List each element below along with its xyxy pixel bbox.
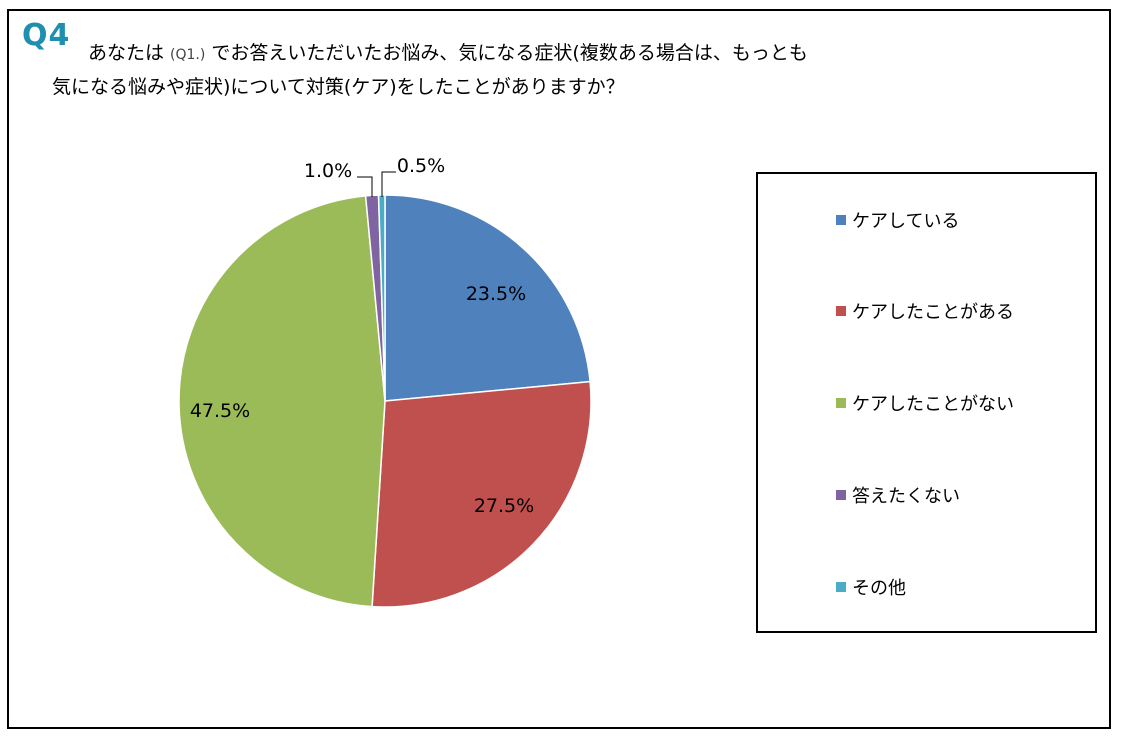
legend-item-caring: ケアしている xyxy=(836,207,959,233)
legend-label: ケアしたことがない xyxy=(852,394,1014,415)
chart-frame xyxy=(7,9,1111,729)
question-reference: (Q1.) xyxy=(170,47,206,63)
question-text-prefix: あなたは xyxy=(88,42,171,64)
legend-item-other: その他 xyxy=(836,574,906,600)
legend-swatch xyxy=(836,582,846,592)
legend-swatch xyxy=(836,490,846,500)
legend-swatch xyxy=(836,398,846,408)
legend-label: ケアしている xyxy=(852,211,960,232)
legend-label: 答えたくない xyxy=(852,486,960,507)
legend-label: その他 xyxy=(852,578,906,599)
data-label: 47.5% xyxy=(190,400,250,422)
pie-slice xyxy=(371,380,592,608)
data-label: 0.5% xyxy=(397,155,445,177)
data-label: 27.5% xyxy=(474,495,534,517)
data-label: 23.5% xyxy=(466,283,526,305)
legend-item-have-cared: ケアしたことがある xyxy=(836,298,1014,324)
legend-item-no-answer: 答えたくない xyxy=(836,482,960,508)
question-text-line2: 気になる悩みや症状)について対策(ケア)をしたことがありますか？ xyxy=(52,76,625,98)
question-text-suffix: でお答えいただいたお悩み、気になる症状(複数ある場合は、もっとも xyxy=(205,42,808,64)
question-text-line1: あなたは (Q1.) でお答えいただいたお悩み、気になる症状(複数ある場合は、も… xyxy=(88,38,808,65)
legend-item-never-cared: ケアしたことがない xyxy=(836,390,1014,416)
pie-slice xyxy=(178,195,386,608)
pie-slice xyxy=(384,194,591,402)
legend-swatch xyxy=(836,215,846,225)
leader-line xyxy=(357,176,373,197)
leader-line xyxy=(381,171,396,197)
legend-label: ケアしたことがある xyxy=(852,302,1014,323)
question-number: Q4 xyxy=(22,18,71,53)
data-label: 1.0% xyxy=(304,160,352,182)
legend-swatch xyxy=(836,306,846,316)
legend: ケアしている ケアしたことがある ケアしたことがない 答えたくない その他 xyxy=(756,172,1097,633)
